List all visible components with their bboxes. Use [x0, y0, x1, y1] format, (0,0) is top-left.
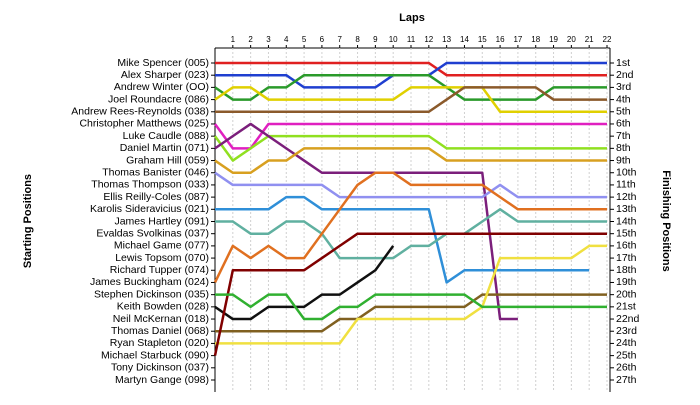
x-tick-label: 18	[531, 35, 540, 44]
finish-label: 13th	[616, 203, 637, 215]
driver-line	[215, 208, 607, 260]
driver-line	[215, 293, 607, 321]
driver-line	[213, 122, 607, 150]
x-tick-label: 19	[549, 35, 558, 44]
finish-label: 14th	[616, 215, 637, 227]
finish-label: 16th	[616, 240, 637, 252]
y-axis-title: Starting Positions	[22, 174, 34, 268]
x-tick-label: 6	[320, 35, 325, 44]
start-label: Evaldas Svolkinas (037)	[96, 227, 209, 239]
start-label: Joel Roundacre (086)	[108, 93, 209, 105]
x-tick-label: 9	[373, 35, 378, 44]
start-label: Neil McKernan (018)	[113, 313, 209, 325]
start-label: Stephen Dickinson (035)	[94, 288, 209, 300]
start-label: Michael Starbuck (090)	[101, 349, 209, 361]
y2-axis-title: Finishing Positions	[660, 170, 672, 271]
finish-label: 25th	[616, 349, 637, 361]
finish-label: 21st	[616, 301, 636, 313]
start-label: Ryan Stapleton (020)	[110, 337, 209, 349]
finish-label: 17th	[616, 252, 637, 264]
finish-label: 15th	[616, 227, 637, 239]
start-label: Thomas Daniel (068)	[111, 325, 209, 337]
driver-line	[214, 122, 518, 321]
driver-line	[213, 171, 607, 284]
start-label: Keith Bowden (028)	[117, 301, 209, 313]
finish-label: 4th	[616, 93, 631, 105]
finish-label: 24th	[616, 337, 637, 349]
driver-line	[215, 195, 590, 284]
x-tick-label: 12	[424, 35, 433, 44]
start-label: Christopher Matthews (025)	[79, 118, 209, 130]
finish-label: 11th	[616, 179, 636, 191]
finish-label: 12th	[616, 191, 637, 203]
finish-label: 7th	[616, 130, 631, 142]
finish-label: 6th	[616, 118, 631, 130]
finish-label: 10th	[616, 167, 637, 179]
x-tick-label: 15	[478, 35, 487, 44]
x-tick-label: 10	[389, 35, 398, 44]
finish-label: 23rd	[616, 325, 637, 337]
x-tick-label: 13	[442, 35, 451, 44]
finish-label: 1st	[616, 57, 630, 69]
finish-label: 2nd	[616, 69, 634, 81]
x-tick-label: 22	[603, 35, 612, 44]
finish-label: 22nd	[616, 313, 640, 325]
x-tick-label: 4	[284, 35, 289, 44]
start-label: Andrew Rees-Reynolds (038)	[71, 106, 209, 118]
finish-label: 27th	[616, 374, 637, 386]
start-label: Karolis Sideravicius (021)	[90, 203, 209, 215]
x-tick-label: 1	[231, 35, 236, 44]
start-label: Alex Sharper (023)	[121, 69, 209, 81]
driver-line	[213, 134, 607, 162]
start-label: Ellis Reilly-Coles (087)	[103, 191, 209, 203]
start-label: Tony Dickinson (037)	[111, 362, 209, 374]
finish-label: 19th	[616, 276, 637, 288]
x-tick-label: 21	[585, 35, 594, 44]
driver-line	[214, 245, 395, 321]
driver-line	[215, 86, 607, 114]
driver-line	[214, 86, 607, 114]
x-tick-label: 11	[407, 35, 416, 44]
x-tick-label: 7	[338, 35, 343, 44]
finish-label: 5th	[616, 106, 631, 118]
driver-line	[214, 171, 607, 199]
finish-label: 20th	[616, 288, 637, 300]
driver-line	[213, 232, 607, 356]
start-label: Luke Caudle (088)	[123, 130, 209, 142]
start-label: Andrew Winter (OO)	[114, 81, 209, 93]
driver-line	[215, 293, 607, 333]
start-label: Thomas Banister (046)	[102, 167, 209, 179]
x-tick-label: 20	[567, 35, 576, 44]
start-label: Martyn Gange (098)	[115, 374, 209, 386]
driver-line	[214, 147, 607, 174]
start-label: Daniel Martin (071)	[120, 142, 209, 154]
chart-title: Laps	[399, 12, 425, 24]
driver-line	[214, 73, 607, 101]
start-label: Graham Hill (059)	[126, 154, 209, 166]
start-label: Thomas Thompson (033)	[91, 179, 209, 191]
start-label: Mike Spencer (005)	[117, 57, 209, 69]
driver-line	[215, 244, 607, 345]
x-tick-label: 8	[355, 35, 360, 44]
finish-label: 26th	[616, 362, 637, 374]
x-tick-label: 2	[248, 35, 253, 44]
x-tick-label: 14	[460, 35, 469, 44]
finish-label: 9th	[616, 154, 631, 166]
finish-label: 3rd	[616, 81, 631, 93]
start-label: James Buckingham (024)	[90, 276, 209, 288]
start-label: Richard Tupper (074)	[110, 264, 209, 276]
start-label: Lewis Topsom (070)	[115, 252, 209, 264]
x-tick-label: 3	[266, 35, 271, 44]
finish-label: 8th	[616, 142, 631, 154]
driver-line	[215, 61, 607, 77]
x-tick-label: 17	[513, 35, 522, 44]
start-label: James Hartley (091)	[114, 215, 209, 227]
x-tick-label: 5	[302, 35, 307, 44]
x-tick-label: 16	[496, 35, 505, 44]
start-label: Michael Game (077)	[114, 240, 209, 252]
finish-label: 18th	[616, 264, 637, 276]
